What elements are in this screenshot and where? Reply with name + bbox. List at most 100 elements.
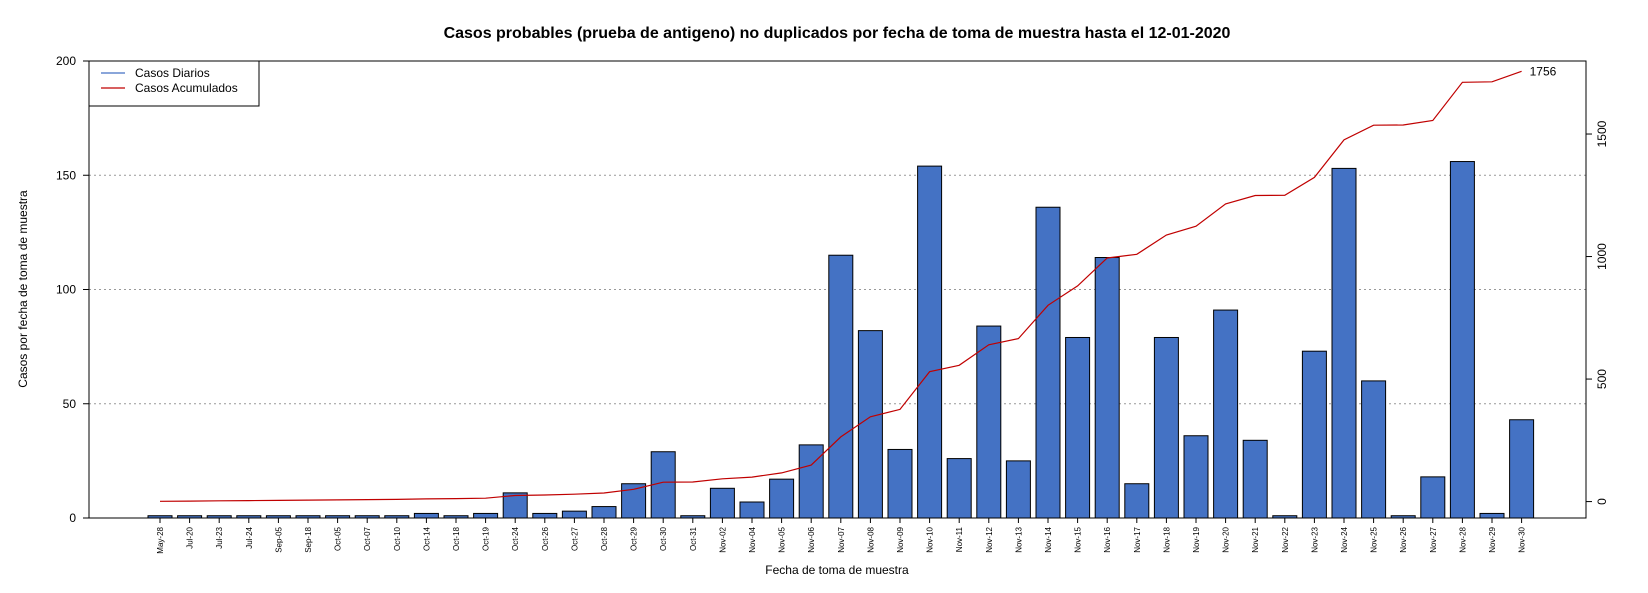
x-tick-label: Nov-29	[1488, 526, 1497, 552]
bar-Nov-17	[1124, 483, 1150, 519]
x-tick-label: Nov-25	[1370, 526, 1379, 552]
bar-Nov-30	[1509, 419, 1535, 519]
x-tick-label: Oct-10	[393, 526, 402, 551]
x-tick-label: May-28	[156, 526, 165, 553]
x-tick-label: Oct-30	[659, 526, 668, 551]
x-tick-label: Nov-16	[1103, 526, 1112, 552]
x-tick-label: Nov-22	[1281, 526, 1290, 552]
x-tick-label: Oct-27	[570, 526, 579, 551]
x-tick-label: Nov-13	[1014, 526, 1023, 552]
x-tick-label: Sep-05	[274, 526, 283, 552]
x-tick-label: Jul-20	[186, 526, 195, 548]
bar-Nov-29	[1479, 512, 1505, 519]
bar-Nov-14	[1035, 206, 1061, 519]
x-tick-label: Oct-19	[482, 526, 491, 551]
right-y-axis: 0 500 1000 1500	[1586, 120, 1609, 505]
x-tick-label: Nov-10	[926, 526, 935, 552]
bar-Nov-04	[739, 501, 765, 519]
bar-Nov-07	[828, 254, 854, 519]
y-axis-label: Casos por fecha de toma de muestra	[16, 190, 30, 388]
x-tick-label: Nov-19	[1192, 526, 1201, 552]
x-tick-label: Nov-20	[1222, 526, 1231, 552]
x-tick-label: Nov-05	[778, 526, 787, 552]
legend-box	[88, 60, 260, 107]
x-tick-label: Nov-08	[866, 526, 875, 552]
x-tick-label: Nov-06	[807, 526, 816, 552]
bar-Nov-10	[917, 165, 943, 519]
x-tick-label: Nov-04	[748, 526, 757, 552]
bar-Nov-23	[1301, 350, 1327, 519]
x-tick-label: Jul-24	[245, 526, 254, 548]
x-tick-label: Oct-07	[363, 526, 372, 551]
x-tick-label: Nov-12	[985, 526, 994, 552]
x-tick-label: Nov-28	[1458, 526, 1467, 552]
bar-Nov-27	[1420, 476, 1446, 519]
line-series	[159, 70, 1522, 502]
bar-Nov-06	[798, 444, 824, 519]
y2-tick-label: 1500	[1595, 120, 1609, 147]
bar-Oct-27	[561, 510, 587, 519]
x-tick-label: Oct-05	[334, 526, 343, 551]
x-tick-label: Oct-26	[541, 526, 550, 551]
bar-Nov-08	[857, 330, 883, 519]
x-tick-label: Jul-23	[215, 526, 224, 548]
cumulative-line	[159, 70, 1522, 502]
y2-tick-label: 0	[1595, 498, 1609, 505]
x-tick-label: Nov-09	[896, 526, 905, 552]
chart-title: Casos probables (prueba de antigeno) no …	[444, 25, 1231, 42]
bar-Oct-14	[413, 512, 439, 519]
bar-Nov-13	[1005, 460, 1031, 519]
x-tick-label: Nov-07	[837, 526, 846, 552]
bar-Oct-28	[591, 506, 617, 519]
y-tick-label: 200	[56, 54, 76, 68]
x-axis: May-28 Jul-20 Jul-23 Jul-24 Sep-05 Sep-18 Oct-…	[156, 518, 1527, 554]
y2-tick-label: 500	[1595, 369, 1609, 389]
bar-Oct-29	[621, 483, 647, 519]
bar-Nov-11	[946, 458, 972, 519]
legend-label: Casos Acumulados	[135, 81, 238, 95]
bar-Nov-28	[1449, 161, 1475, 519]
bar-Oct-24	[502, 492, 528, 519]
x-tick-label: Oct-18	[452, 526, 461, 551]
bar-Nov-15	[1065, 336, 1091, 519]
x-tick-label: Nov-26	[1399, 526, 1408, 552]
bar-Oct-26	[532, 512, 558, 519]
x-tick-label: Nov-21	[1251, 526, 1260, 552]
y2-tick-label: 1000	[1595, 243, 1609, 270]
bar-Nov-24	[1331, 167, 1357, 519]
x-tick-label: Oct-28	[600, 526, 609, 551]
bar-Nov-09	[887, 448, 913, 519]
y-tick-label: 100	[56, 283, 76, 297]
x-tick-label: Oct-31	[689, 526, 698, 551]
bar-Nov-02	[709, 487, 735, 519]
x-tick-label: Oct-14	[422, 526, 431, 551]
bar-Nov-05	[769, 478, 795, 519]
bar-Oct-19	[473, 512, 499, 519]
x-tick-label: Oct-24	[511, 526, 520, 551]
bar-Nov-18	[1153, 336, 1179, 519]
bar-Nov-20	[1213, 309, 1239, 519]
x-tick-label: Nov-27	[1429, 526, 1438, 552]
bar-Nov-12	[976, 325, 1002, 519]
x-tick-label: Nov-30	[1518, 526, 1527, 552]
bar-Nov-21	[1242, 439, 1268, 519]
x-tick-label: Oct-29	[630, 526, 639, 551]
x-axis-label: Fecha de toma de muestra	[765, 563, 909, 577]
bar-Nov-19	[1183, 435, 1209, 519]
x-tick-label: Sep-18	[304, 526, 313, 552]
y-tick-label: 50	[63, 397, 77, 411]
y-tick-label: 0	[69, 511, 76, 525]
end-value-label: 1756	[1530, 64, 1557, 78]
bar-Oct-30	[650, 451, 676, 519]
x-tick-label: Nov-15	[1074, 526, 1083, 552]
left-y-axis: 0 50 100 150 200	[56, 54, 89, 525]
bar-Nov-16	[1094, 257, 1120, 519]
x-tick-label: Nov-02	[718, 526, 727, 552]
x-tick-label: Nov-23	[1310, 526, 1319, 552]
y-tick-label: 150	[56, 168, 76, 182]
x-tick-label: Nov-14	[1044, 526, 1053, 552]
bar-series	[147, 161, 1535, 519]
x-tick-label: Nov-18	[1162, 526, 1171, 552]
